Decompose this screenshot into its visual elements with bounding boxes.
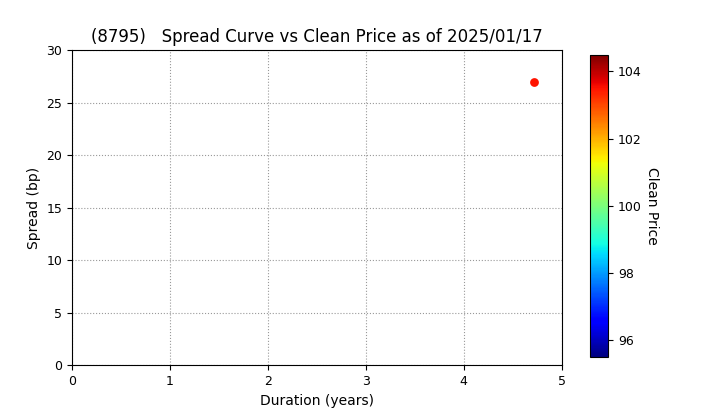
- X-axis label: Duration (years): Duration (years): [260, 394, 374, 408]
- Point: [528, 79, 540, 85]
- Y-axis label: Spread (bp): Spread (bp): [27, 167, 41, 249]
- Y-axis label: Clean Price: Clean Price: [644, 167, 659, 245]
- Title: (8795)   Spread Curve vs Clean Price as of 2025/01/17: (8795) Spread Curve vs Clean Price as of…: [91, 28, 543, 46]
